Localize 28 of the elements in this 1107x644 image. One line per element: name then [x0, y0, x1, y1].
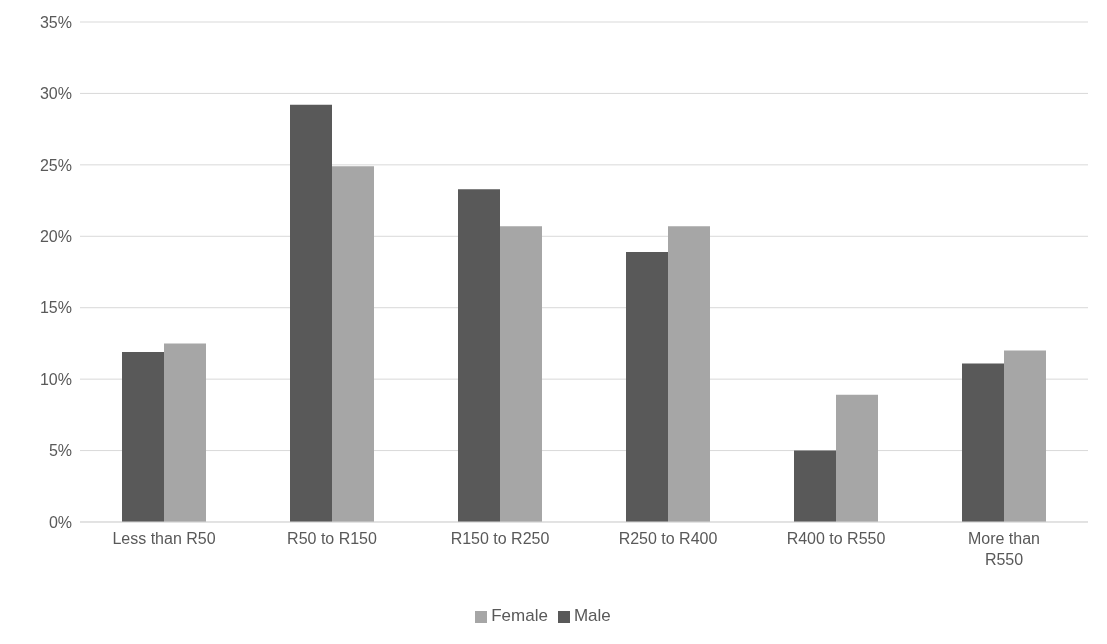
- y-tick-label: 35%: [39, 13, 72, 31]
- y-tick-label: 5%: [48, 442, 72, 460]
- x-tick-label: R150 to R250: [450, 530, 550, 547]
- x-tick-label: More than R550: [967, 530, 1041, 568]
- x-tick-label: Less than R50: [112, 530, 216, 547]
- bar: [458, 189, 500, 522]
- bar: [122, 352, 164, 522]
- x-tick-label: R400 to R550: [786, 530, 886, 547]
- bar: [626, 252, 668, 522]
- x-tick-label: R50 to R150: [287, 530, 378, 547]
- y-tick-label: 15%: [39, 299, 72, 317]
- bar: [836, 394, 878, 522]
- bar: [164, 343, 206, 522]
- y-tick-label: 25%: [39, 156, 72, 174]
- x-tick-label: R250 to R400: [618, 530, 718, 547]
- bar: [962, 363, 1004, 522]
- bar: [290, 104, 332, 522]
- bar: [668, 226, 710, 522]
- bar: [500, 226, 542, 522]
- y-tick-label: 10%: [39, 370, 72, 388]
- y-tick-label: 20%: [39, 227, 72, 245]
- bar: [1004, 350, 1046, 522]
- legend-label: Male: [573, 606, 611, 625]
- y-tick-label: 30%: [39, 85, 72, 103]
- bar: [332, 166, 374, 522]
- legend-label: Female: [491, 606, 548, 625]
- y-tick-label: 0%: [48, 513, 72, 531]
- bar: [794, 450, 836, 522]
